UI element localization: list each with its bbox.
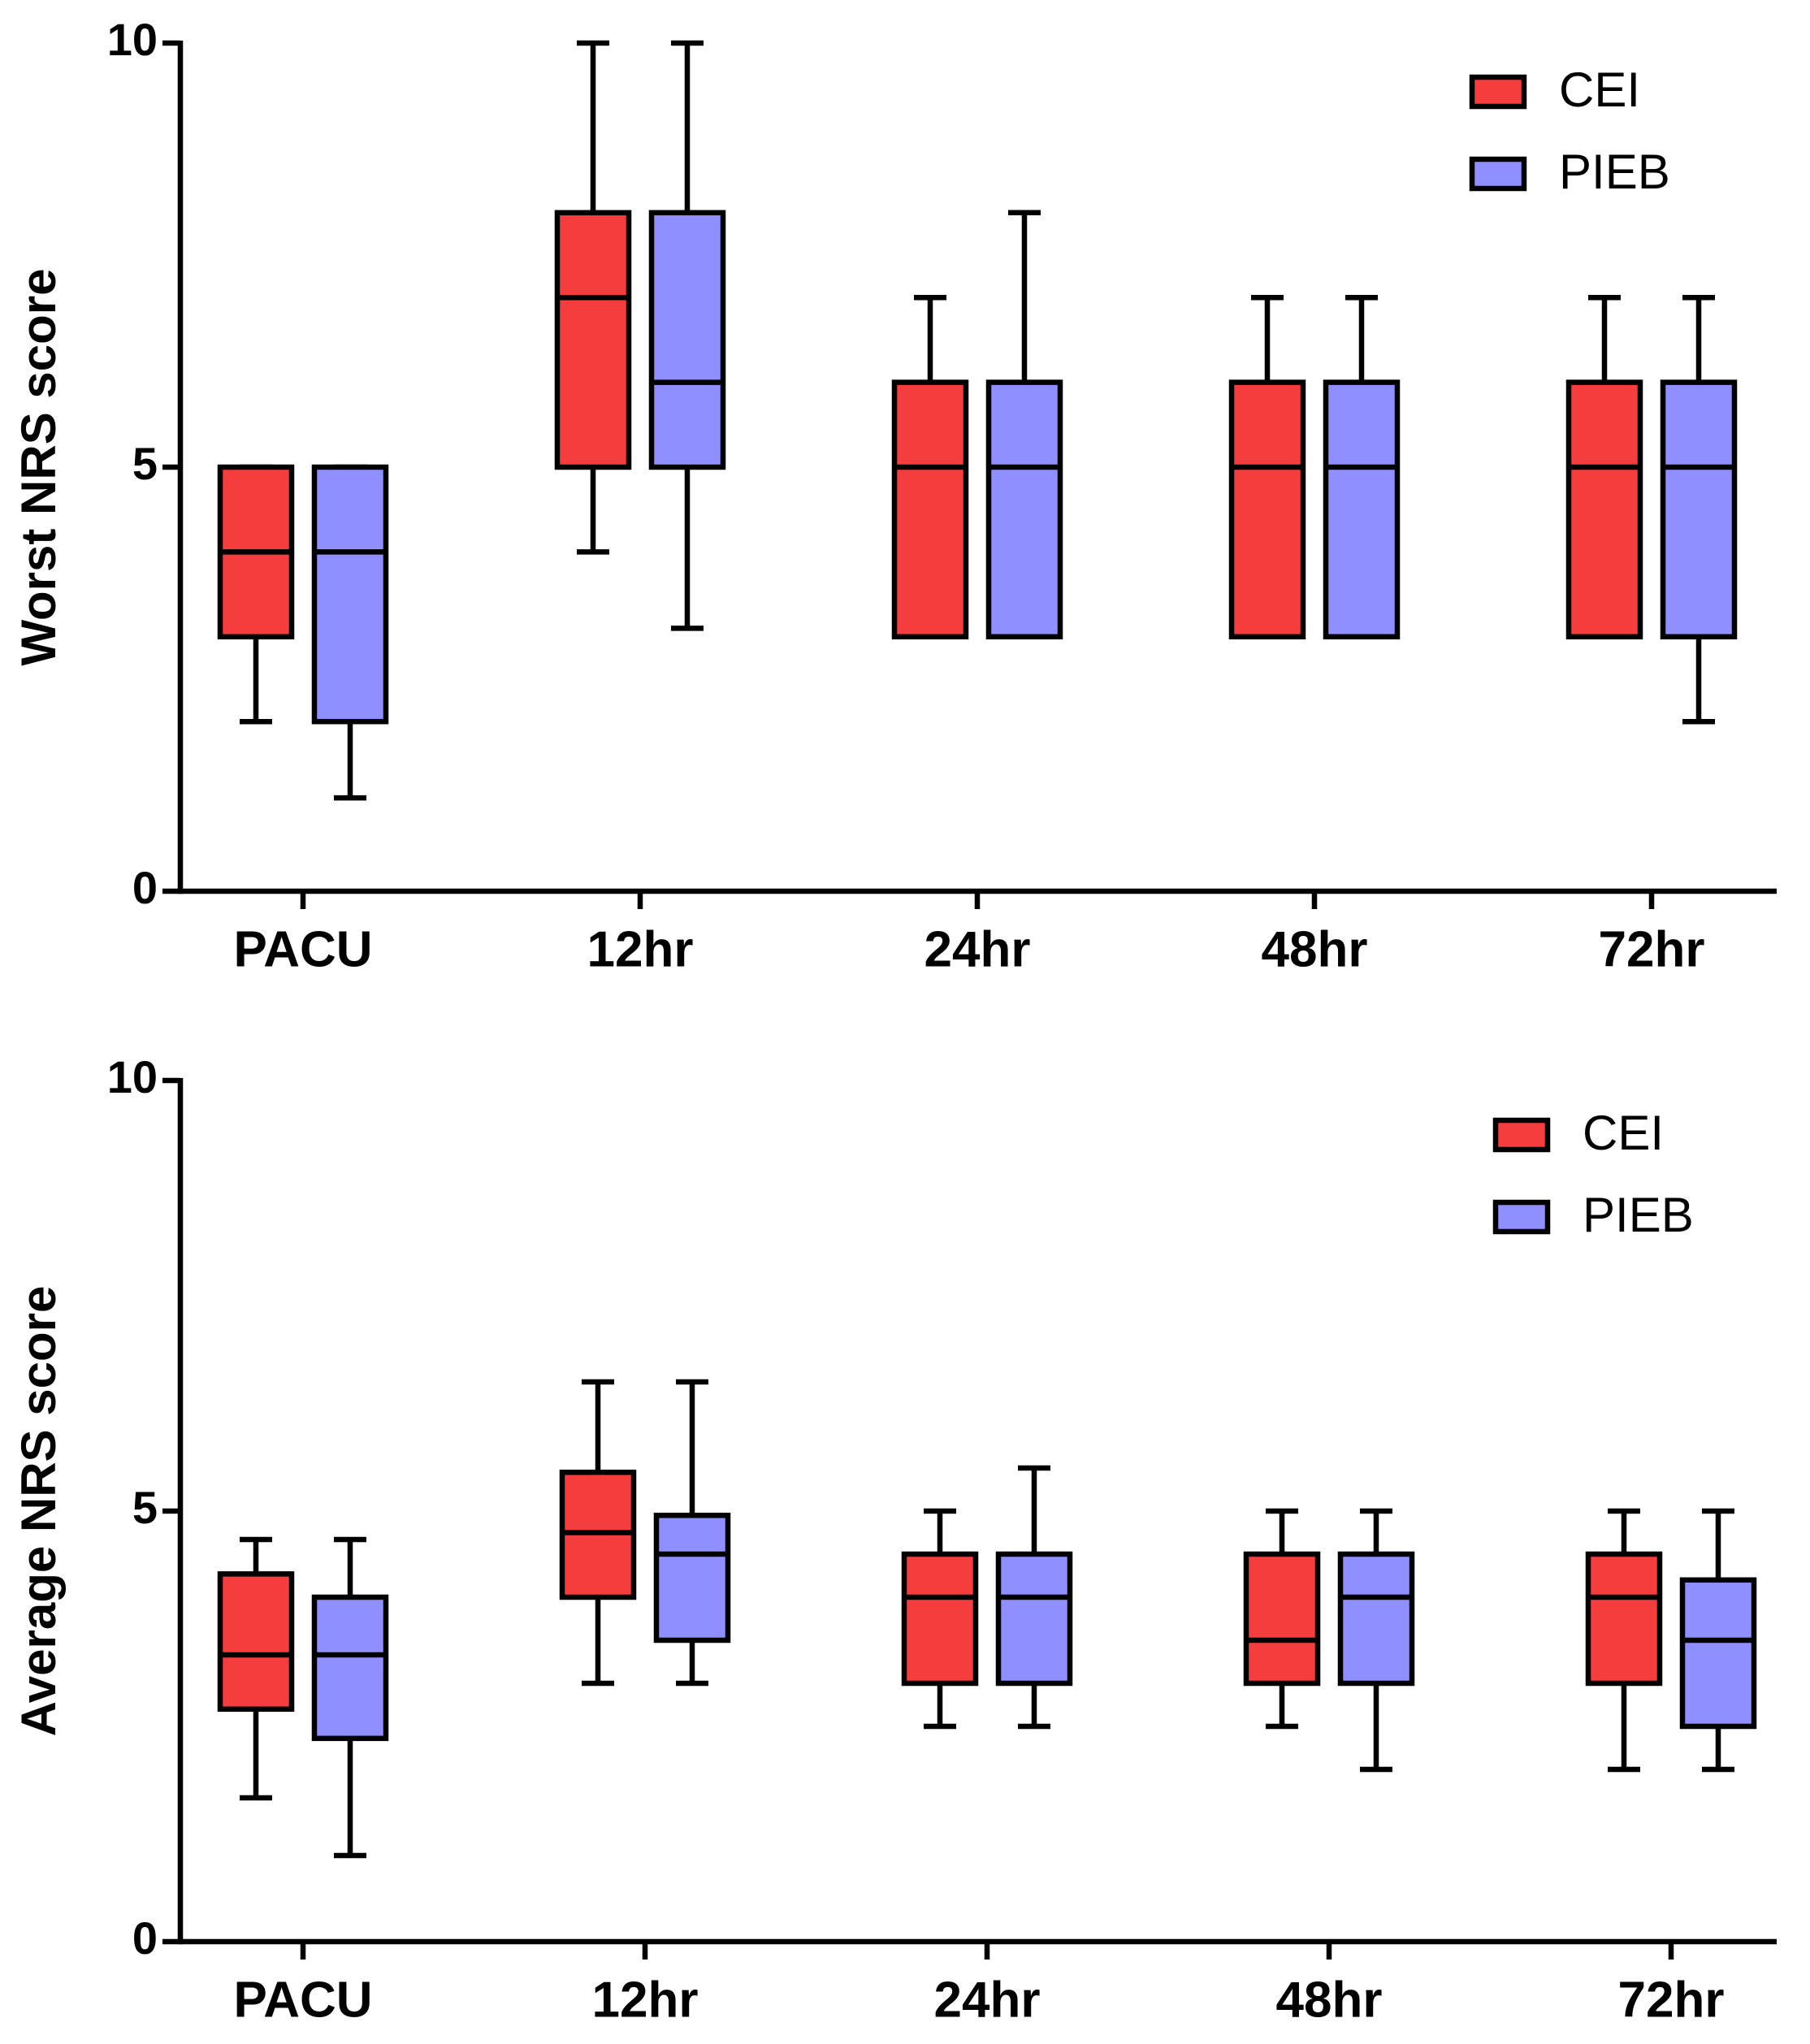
- x-tick-label: 24hr: [934, 1972, 1041, 2028]
- x-tick-label: 24hr: [924, 921, 1031, 977]
- box: [554, 210, 632, 470]
- y-axis-label: Worst NRS score: [11, 268, 66, 665]
- box: [653, 1513, 731, 1643]
- x-tick-label: 72hr: [1599, 921, 1705, 977]
- legend-swatch: [1492, 1117, 1551, 1153]
- box: [995, 1551, 1073, 1687]
- box: [648, 210, 726, 470]
- x-tick-label: 12hr: [592, 1972, 699, 2028]
- legend-swatch: [1492, 1199, 1551, 1235]
- box: [1585, 1551, 1663, 1687]
- box: [901, 1551, 979, 1687]
- box: [1323, 379, 1401, 640]
- x-tick-label: PACU: [233, 921, 372, 977]
- box: [1565, 379, 1643, 640]
- x-tick-label: 72hr: [1618, 1972, 1725, 2028]
- y-tick-label: 5: [132, 1482, 158, 1533]
- box: [311, 464, 389, 725]
- box: [1679, 1577, 1757, 1730]
- legend-label: PIEB: [1583, 1188, 1694, 1242]
- y-tick-label: 10: [107, 14, 158, 65]
- legend-label: CEI: [1559, 63, 1640, 117]
- box: [891, 379, 969, 640]
- x-tick-label: 48hr: [1262, 921, 1368, 977]
- y-tick-label: 5: [132, 438, 158, 489]
- y-tick-label: 0: [132, 1912, 158, 1964]
- box: [1337, 1551, 1415, 1687]
- x-tick-label: PACU: [233, 1972, 372, 2028]
- box: [217, 1571, 295, 1713]
- legend-swatch: [1469, 156, 1527, 192]
- legend-label: PIEB: [1559, 145, 1670, 199]
- box: [985, 379, 1063, 640]
- y-axis-label: Average NRS score: [11, 1286, 66, 1737]
- x-tick-label: 12hr: [587, 921, 694, 977]
- box: [311, 1594, 389, 1742]
- box: [1660, 379, 1738, 640]
- box: [1228, 379, 1306, 640]
- legend-label: CEI: [1583, 1106, 1664, 1160]
- x-tick-label: 48hr: [1276, 1972, 1383, 2028]
- y-tick-label: 10: [107, 1051, 158, 1102]
- y-tick-label: 0: [132, 862, 158, 913]
- box: [1243, 1551, 1321, 1687]
- legend-swatch: [1469, 74, 1527, 110]
